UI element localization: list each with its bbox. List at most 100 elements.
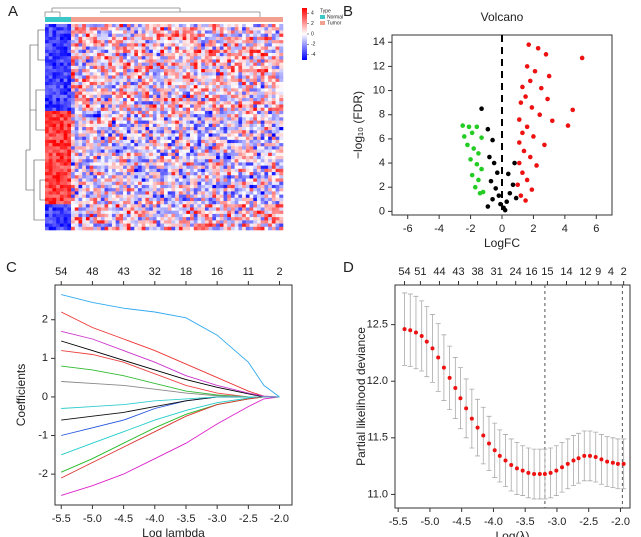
heatmap-cell	[59, 56, 64, 60]
heatmap-cell	[93, 98, 98, 102]
heatmap-cell	[216, 162, 221, 166]
heatmap-cell	[212, 207, 217, 211]
heatmap-cell	[145, 204, 150, 208]
heatmap-cell	[145, 59, 150, 63]
heatmap-cell	[160, 178, 165, 183]
heatmap-cell	[152, 52, 157, 57]
coef-path	[60, 396, 280, 479]
heatmap-cell	[190, 133, 195, 137]
heatmap-cell	[108, 91, 113, 96]
heatmap-cell	[48, 30, 53, 34]
heatmap-cell	[160, 155, 165, 160]
heatmap-cell	[230, 152, 235, 157]
heatmap-cell	[193, 184, 198, 189]
heatmap-cell	[268, 78, 273, 83]
heatmap-cell	[242, 120, 247, 125]
heatmap-cell	[78, 152, 83, 157]
heatmap-cell	[275, 117, 280, 121]
heatmap-cell	[234, 146, 239, 150]
heatmap-cell	[171, 207, 176, 211]
heatmap-cell	[85, 33, 90, 38]
heatmap-cell	[89, 133, 94, 137]
heatmap-cell	[212, 36, 217, 41]
heatmap-cell	[104, 168, 109, 173]
y-tick-label: -1	[38, 429, 48, 441]
heatmap-cell	[219, 146, 224, 150]
heatmap-cell	[245, 152, 250, 157]
heatmap-cell	[97, 62, 102, 67]
heatmap-cell	[279, 110, 284, 115]
heatmap-cell	[260, 188, 265, 192]
heatmap-cell	[190, 165, 195, 170]
heatmap-cell	[52, 49, 57, 54]
heatmap-cell	[160, 143, 165, 147]
heatmap-cell	[175, 127, 180, 131]
heatmap-cell	[85, 30, 90, 34]
heatmap-cell	[134, 75, 139, 80]
heatmap-cell	[227, 217, 232, 221]
heatmap-cell	[219, 217, 224, 221]
heatmap-cell	[253, 220, 258, 224]
heatmap-cell	[160, 152, 165, 157]
heatmap-cell	[104, 143, 109, 147]
heatmap-cell	[175, 197, 180, 202]
heatmap-cell	[82, 24, 87, 28]
heatmap-cell	[223, 72, 228, 76]
heatmap-cell	[212, 27, 217, 31]
heatmap-cell	[100, 194, 105, 199]
heatmap-cell	[171, 130, 176, 134]
heatmap-cell	[82, 178, 87, 183]
heatmap-cell	[212, 110, 217, 115]
heatmap-cell	[256, 65, 261, 70]
coef-path	[61, 396, 280, 409]
heatmap-cell	[145, 152, 150, 157]
heatmap-cell	[227, 56, 232, 60]
heatmap-cell	[97, 24, 102, 28]
heatmap-cell	[201, 217, 206, 221]
heatmap-cell	[100, 120, 105, 125]
heatmap-cell	[279, 114, 284, 118]
heatmap-cell	[242, 181, 247, 186]
heatmap-cell	[271, 110, 276, 115]
heatmap-cell	[268, 49, 273, 54]
heatmap-cell	[268, 133, 273, 137]
heatmap-cell	[82, 81, 87, 86]
heatmap-cell	[89, 40, 94, 44]
heatmap-cell	[201, 168, 206, 173]
heatmap-cell	[78, 223, 83, 228]
heatmap-cell	[130, 223, 135, 228]
heatmap-cell	[48, 81, 53, 86]
heatmap-cell	[193, 172, 198, 176]
heatmap-cell	[271, 197, 276, 202]
heatmap-cell	[197, 107, 202, 112]
heatmap-cell	[52, 146, 57, 150]
heatmap-cell	[152, 201, 157, 205]
heatmap-cell	[249, 217, 254, 221]
heatmap-cell	[108, 175, 113, 179]
heatmap-cell	[253, 24, 258, 28]
point	[494, 170, 500, 176]
point	[479, 106, 484, 111]
heatmap-cell	[264, 184, 269, 189]
heatmap-cell	[89, 155, 94, 160]
heatmap-cell	[111, 40, 116, 44]
heatmap-cell	[268, 220, 273, 224]
heatmap-cell	[204, 226, 209, 231]
heatmap-cell	[74, 104, 79, 108]
heatmap-cell	[156, 201, 161, 205]
heatmap-cell	[275, 194, 280, 199]
heatmap-cell	[201, 181, 206, 186]
heatmap-cell	[175, 75, 180, 80]
heatmap-cell	[126, 162, 131, 166]
heatmap-cell	[74, 81, 79, 86]
heatmap-cell	[85, 191, 90, 195]
heatmap-cell	[111, 62, 116, 67]
heatmap-cell	[74, 40, 79, 44]
heatmap-cell	[234, 117, 239, 121]
heatmap-cell	[190, 136, 195, 141]
heatmap-cell	[238, 117, 243, 121]
heatmap-cell	[182, 69, 187, 73]
heatmap-cell	[134, 181, 139, 186]
heatmap-cell	[67, 65, 72, 70]
heatmap-cell	[164, 226, 169, 231]
